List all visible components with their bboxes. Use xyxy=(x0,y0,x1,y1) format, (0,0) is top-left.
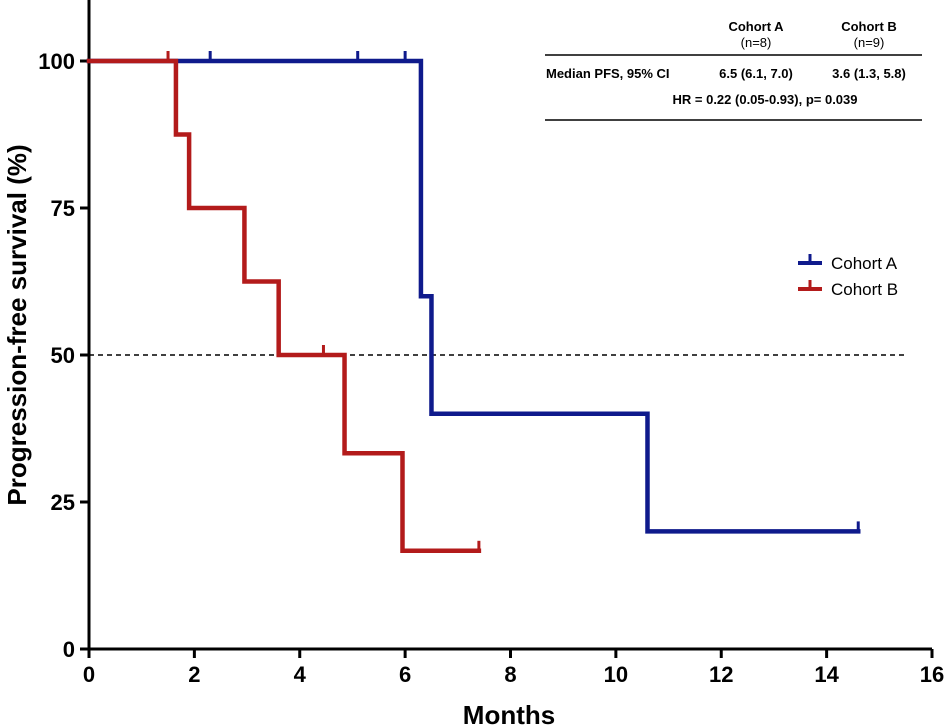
legend-label-cohort-a: Cohort A xyxy=(831,254,898,273)
x-tick-label: 12 xyxy=(709,662,733,687)
y-tick-label: 50 xyxy=(51,343,75,368)
col-header-cohort-b: Cohort B xyxy=(841,19,897,34)
x-tick-label: 4 xyxy=(294,662,307,687)
legend-label-cohort-b: Cohort B xyxy=(831,280,898,299)
col-header-cohort-b-n: (n=9) xyxy=(854,35,885,50)
x-axis-title: Months xyxy=(463,700,555,727)
y-axis-title: Progression-free survival (%) xyxy=(2,144,32,505)
km-curve-cohort-b xyxy=(86,58,482,554)
x-tick-label: 2 xyxy=(188,662,200,687)
y-tick-label: 25 xyxy=(51,490,75,515)
km-curve-cohort-a xyxy=(86,58,861,534)
row-label-median-pfs: Median PFS, 95% CI xyxy=(546,66,670,81)
hazard-ratio-text: HR = 0.22 (0.05-0.93), p= 0.039 xyxy=(673,92,858,107)
y-tick-label: 0 xyxy=(63,637,75,662)
col-header-cohort-a: Cohort A xyxy=(728,19,784,34)
x-tick-label: 0 xyxy=(83,662,95,687)
summary-table: Cohort A (n=8) Cohort B (n=9) Median PFS… xyxy=(545,19,922,121)
x-tick-label: 6 xyxy=(399,662,411,687)
x-tick-label: 10 xyxy=(604,662,628,687)
x-tick-label: 8 xyxy=(504,662,516,687)
legend: Cohort A Cohort B xyxy=(798,254,898,299)
y-tick-label: 100 xyxy=(38,49,75,74)
x-tick-label: 14 xyxy=(814,662,839,687)
col-header-cohort-a-n: (n=8) xyxy=(741,35,772,50)
value-cohort-b: 3.6 (1.3, 5.8) xyxy=(832,66,906,81)
y-tick-label: 75 xyxy=(51,196,75,221)
x-tick-label: 16 xyxy=(920,662,944,687)
value-cohort-a: 6.5 (6.1, 7.0) xyxy=(719,66,793,81)
